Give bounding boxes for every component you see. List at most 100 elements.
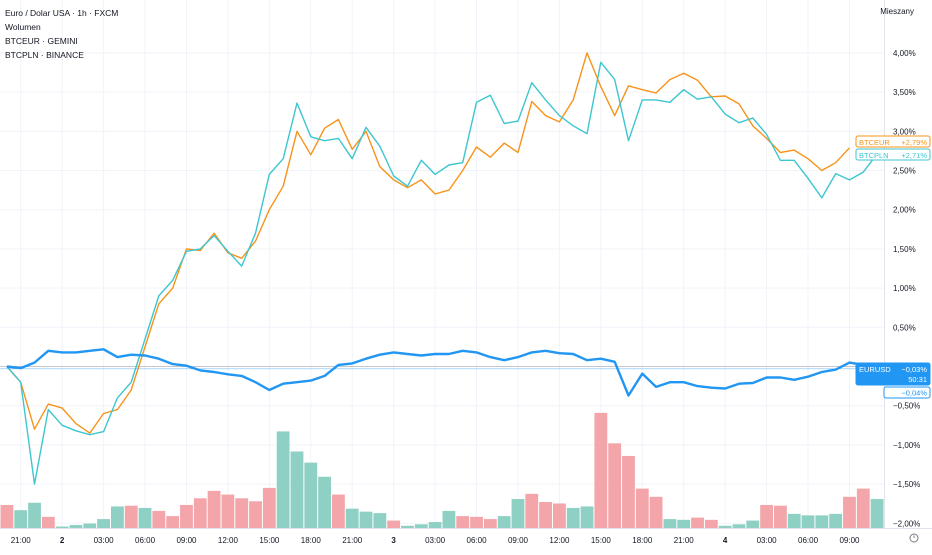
- volume-bar: [511, 499, 525, 528]
- volume-bar: [483, 519, 497, 528]
- volume-bar: [704, 519, 718, 528]
- volume-bar: [856, 488, 870, 528]
- volume-bar: [111, 506, 124, 528]
- volume-bar: [262, 487, 276, 528]
- y-tick-label: 4,00%: [893, 49, 916, 58]
- last-value-tag-btcpln: BTCPLN +2,71%: [855, 148, 931, 161]
- volume-bar: [359, 511, 373, 528]
- volume-bar: [318, 476, 331, 528]
- x-tick-label: 03:00: [425, 536, 446, 545]
- series-line-btcpln: [6, 61, 878, 485]
- tag-box: [855, 148, 931, 161]
- volume-bar: [249, 501, 262, 528]
- y-tick-label: 2,00%: [893, 206, 916, 215]
- x-tick-label: 2: [60, 536, 65, 545]
- tag-series-name: BTCPLN: [859, 151, 889, 160]
- y-tick-label: 3,50%: [893, 88, 916, 97]
- x-tick-label: 06:00: [467, 536, 488, 545]
- x-tick-label: 21:00: [674, 536, 695, 545]
- y-tick-label: −2,00%: [893, 519, 920, 528]
- volume-bar: [345, 508, 359, 528]
- volume-bar: [414, 524, 428, 528]
- volume-bar: [235, 498, 249, 528]
- previous-close-tag: −0,04%: [883, 386, 931, 399]
- volume-bar: [166, 516, 180, 528]
- legend-main-symbol[interactable]: Euro / Dolar USA · 1h · FXCM: [5, 8, 119, 18]
- volume-bar: [801, 515, 815, 528]
- y-tick-label: −0,50%: [893, 402, 920, 411]
- volume-bar: [193, 498, 207, 528]
- legend-compare-btcpln[interactable]: BTCPLN · BINANCE: [5, 50, 84, 60]
- volume-bar: [622, 455, 635, 528]
- y-axis-labels: 4,00% 3,50% 3,00% 2,50% 2,00% 1,50% 1,00% 0,50%…: [893, 49, 920, 528]
- x-axis-labels: 21:00 2 03:00 06:00 09:00 12:00 15:00 18:00 21:0…: [11, 536, 860, 545]
- last-value-tag-eurusd: EURUSD −0,03%50:31: [855, 362, 931, 386]
- legend-volume[interactable]: Wolumen: [5, 22, 41, 32]
- volume-bar: [0, 504, 14, 528]
- x-tick-label: 03:00: [757, 536, 778, 545]
- volume-bar: [608, 443, 622, 528]
- x-tick-label: 18:00: [301, 536, 322, 545]
- volume-bar: [14, 510, 28, 528]
- volume-bars: [0, 412, 884, 528]
- volume-bar: [152, 510, 166, 528]
- volume-bar: [138, 507, 152, 528]
- volume-bar: [760, 504, 773, 528]
- volume-bar: [732, 524, 746, 528]
- x-tick-label: 09:00: [839, 536, 860, 545]
- volume-bar: [594, 412, 608, 528]
- x-tick-label: 06:00: [798, 536, 819, 545]
- tag-countdown: 50:31: [908, 375, 927, 384]
- volume-bar: [677, 519, 691, 528]
- volume-bar: [387, 520, 401, 528]
- series-line-eurusd: [6, 348, 878, 397]
- volume-bar: [428, 522, 442, 528]
- volume-bar: [55, 526, 69, 528]
- y-tick-label: 1,00%: [893, 284, 916, 293]
- y-tick-label: 1,50%: [893, 245, 916, 254]
- volume-bar: [870, 499, 884, 528]
- tag-series-value: +2,71%: [901, 151, 927, 160]
- tag-series-value: −0,04%: [901, 389, 927, 398]
- tag-series-name: EURUSD: [859, 365, 891, 374]
- tag-series-name: BTCEUR: [859, 138, 890, 147]
- legend-compare-btceur[interactable]: BTCEUR · GEMINI: [5, 36, 78, 46]
- volume-bar: [539, 502, 552, 528]
- volume-bar: [691, 517, 704, 528]
- volume-bar: [829, 513, 843, 528]
- y-tick-label: 0,50%: [893, 323, 916, 332]
- volume-bar: [332, 494, 345, 528]
- volume-bar: [41, 516, 55, 528]
- series-line-btceur: [6, 52, 851, 434]
- x-tick-label: 09:00: [508, 536, 529, 545]
- volume-bar: [124, 505, 138, 528]
- tag-box: [883, 386, 931, 399]
- volume-bar: [69, 525, 83, 528]
- volume-bar: [470, 516, 483, 528]
- x-tick-label: 06:00: [135, 536, 156, 545]
- volume-bar: [180, 504, 193, 528]
- scale-mode-label[interactable]: Mieszany: [880, 7, 914, 16]
- volume-bar: [815, 515, 829, 528]
- volume-bar: [525, 493, 539, 528]
- x-tick-label: 03:00: [94, 536, 115, 545]
- tag-box: [855, 362, 931, 386]
- volume-bar: [276, 431, 290, 528]
- volume-bar: [290, 451, 304, 528]
- x-tick-label: 21:00: [11, 536, 32, 545]
- volume-bar: [580, 506, 594, 528]
- x-tick-label: 18:00: [632, 536, 653, 545]
- y-tick-label: 3,00%: [893, 127, 916, 136]
- tag-series-value: −0,03%: [901, 365, 927, 374]
- x-tick-label: 12:00: [549, 536, 570, 545]
- last-value-tag-btceur: BTCEUR +2,79%: [855, 135, 931, 148]
- volume-bar: [304, 462, 318, 528]
- x-tick-label: 4: [723, 536, 728, 545]
- x-tick-label: 3: [391, 536, 396, 545]
- volume-bar: [843, 496, 856, 528]
- tag-box: [855, 135, 931, 148]
- volume-bar: [746, 520, 760, 528]
- y-tick-label: 2,50%: [893, 167, 916, 176]
